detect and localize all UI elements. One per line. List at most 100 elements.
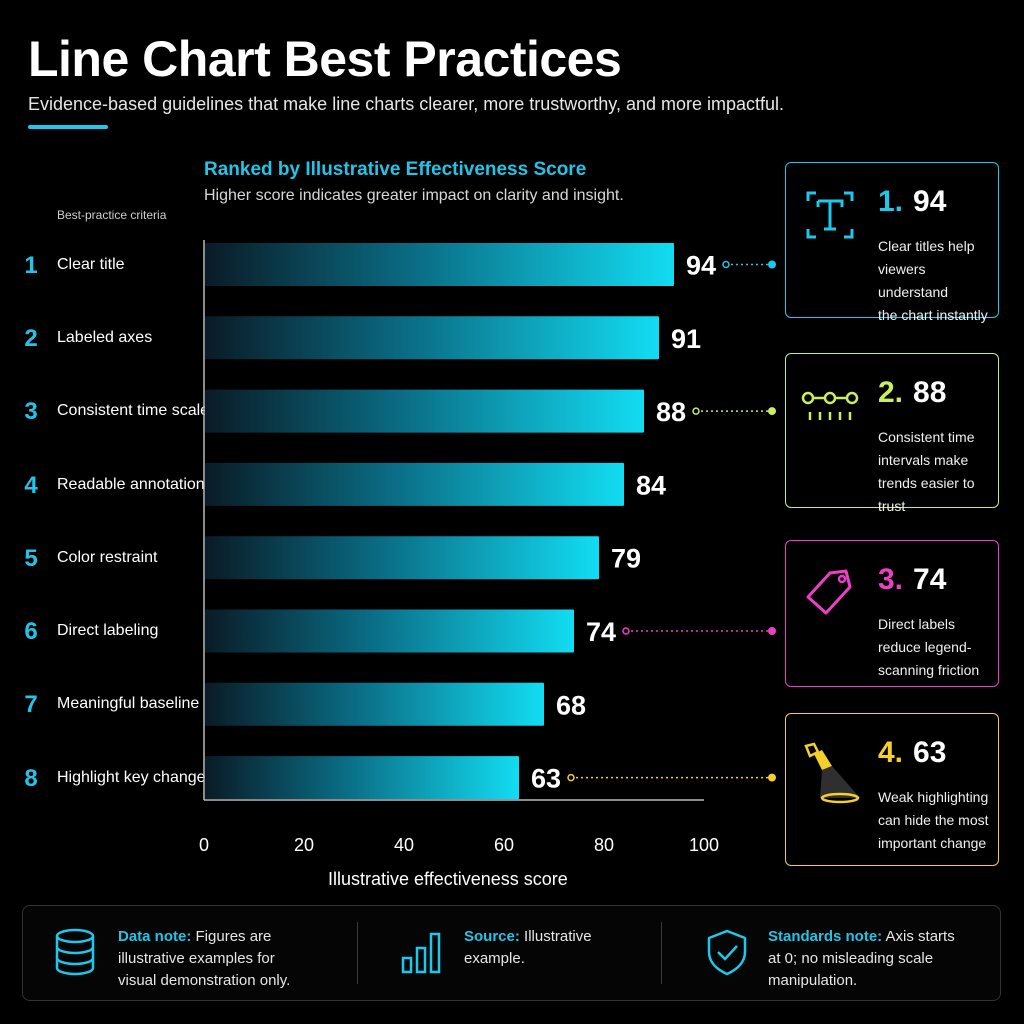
connector-end-dot [768,773,776,782]
bar [205,389,644,433]
standards-line: at 0; no misleading scale [768,950,934,967]
x-tick-label: 100 [689,835,719,855]
bar [205,536,599,580]
connector-end-dot [768,627,776,635]
callout-line: Consistent time [878,429,975,445]
category-label: Highlight key change [57,769,206,786]
callout-line: can hide the most [878,812,989,828]
source-line: example. [464,950,525,967]
callout-line: Direct labels [878,616,956,632]
callout-line: reduce legend- [878,639,972,655]
bar-chart-icon [401,932,441,974]
rank-number: 6 [24,618,38,645]
connector-end-dot [768,260,776,269]
rank-number: 4 [24,472,38,499]
rank-number: 1 [24,252,38,279]
callout-card-title: 1. 94 Clear titles help viewers understan… [785,162,999,323]
title-icon [806,191,854,239]
callout-text: Weak highlighting can hide the most impo… [878,786,998,855]
footer-divider [661,922,662,984]
category-label: Direct labeling [57,622,159,639]
callout-line: the chart instantly [878,307,988,323]
chart-title: Ranked by Illustrative Effectiveness Sco… [204,159,587,180]
bar-value-label: 68 [556,690,586,720]
callout-rank: 2. [878,376,904,409]
bar-value-label: 91 [671,324,701,354]
bar [205,462,624,506]
bar-value-label: 88 [656,397,686,427]
category-label: Meaningful baseline [57,695,200,712]
callout-line: intervals make [878,452,969,468]
bar [205,316,659,360]
bar [205,609,574,653]
callout-rank: 3. [878,563,904,596]
data-note-line: Figures are [195,928,272,945]
callout-card-direct-labeling: 3. 74 Direct labels reduce legend- scanni… [785,540,999,687]
bar-value-label: 84 [636,470,666,500]
database-icon [55,928,95,976]
callout-text: Clear titles help viewers understand the… [878,235,998,327]
callout-line: viewers understand [878,261,949,300]
bar-value-label: 74 [586,617,616,647]
bar [205,243,674,286]
rank-number: 2 [24,325,38,352]
rank-number: 3 [24,398,38,425]
callout-value: 94 [913,185,947,218]
chart-subtitle: Higher score indicates greater impact on… [204,187,624,204]
standards-line: manipulation. [768,972,858,989]
spotlight-icon [804,742,860,804]
source-line: Illustrative [524,928,592,945]
data-note-line: illustrative examples for [118,950,275,967]
source-note: Source: Illustrative example. [464,926,592,970]
category-label: Readable annotations [57,476,213,493]
rank-number: 8 [24,765,38,792]
standards-line: Axis starts [885,928,955,945]
category-label: Clear title [57,256,125,273]
callout-card-timescale: 2. 88 Consistent time intervals make tren… [785,353,999,514]
callout-rank: 1. [878,185,904,218]
callout-card-highlight: 4. 63 Weak highlighting can hide the most… [785,713,999,866]
category-label: Consistent time scale [57,402,210,419]
page-subtitle: Evidence-based guidelines that make line… [28,94,785,114]
x-tick-label: 40 [394,835,414,855]
callout-text: Direct labels reduce legend- scanning fr… [878,613,998,682]
bar [205,756,519,800]
bar-value-label: 63 [531,764,561,794]
source-label: Source: [464,928,520,945]
x-axis-title: Illustrative effectiveness score [328,869,568,889]
bar [205,682,544,726]
bar-value-label: 94 [686,251,716,281]
bar-chart: 94 91 88 84 79 74 68 63 0 20 40 60 80 100 [199,240,776,855]
data-note-line: visual demonstration only. [118,972,291,989]
shield-check-icon [707,929,747,976]
category-label: Color restraint [57,549,158,566]
callout-line: Weak highlighting [878,789,989,805]
data-note-label: Data note: [118,928,192,945]
bar-value-label: 79 [611,544,641,574]
connector-start-dot [692,407,700,415]
standards-note: Standards note: Axis starts at 0; no mis… [768,926,955,992]
callout-rank: 4. [878,736,904,769]
callout-value: 74 [913,563,947,596]
x-tick-label: 80 [594,835,614,855]
callout-value: 88 [913,376,947,409]
tag-icon [806,569,852,615]
callout-text: Consistent time intervals make trends ea… [878,426,998,518]
page-title: Line Chart Best Practices [28,31,622,87]
x-tick-label: 60 [494,835,514,855]
timeline-icon [801,391,859,420]
callout-line: Clear titles help [878,238,975,254]
callout-line: important change [878,835,987,851]
connector-end-dot [768,407,776,416]
x-tick-label: 20 [294,835,314,855]
callout-line: trends easier to trust [878,475,975,514]
criteria-header: Best-practice criteria [57,208,167,222]
footer-notes: Data note: Figures are illustrative exam… [22,905,1001,1001]
rank-number: 7 [24,691,38,718]
data-note: Data note: Figures are illustrative exam… [118,926,290,992]
standards-label: Standards note: [768,928,883,945]
callout-value: 63 [913,736,947,769]
title-underline [28,125,108,129]
connector-start-dot [622,627,630,635]
connector-start-dot [722,260,730,269]
